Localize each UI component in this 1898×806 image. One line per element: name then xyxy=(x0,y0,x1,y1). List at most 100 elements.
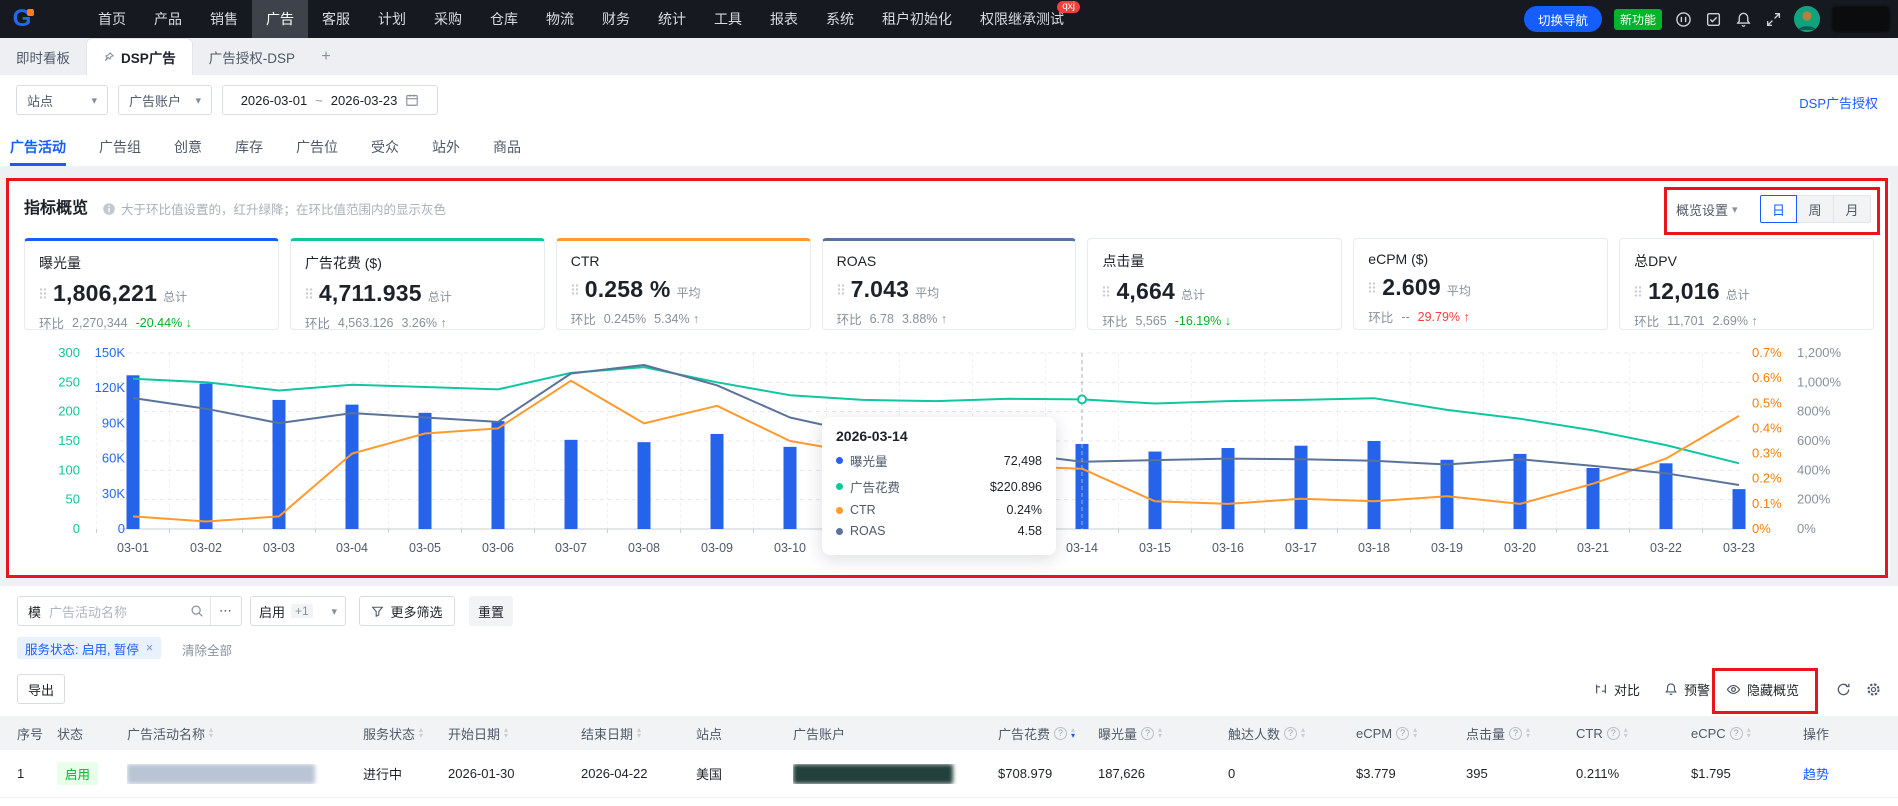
drag-handle-icon[interactable] xyxy=(305,287,313,300)
col-header-广告活动名称[interactable]: 广告活动名称 ▴ ▾ xyxy=(127,724,363,743)
sort-carets-icon[interactable]: ▴ ▾ xyxy=(637,725,642,740)
kpi-card-总DPV[interactable]: 总DPV 12,016 总计 环比 11,701 2.69% ↑ xyxy=(1619,238,1875,330)
search-more-button[interactable]: ⋯ xyxy=(210,597,241,625)
alert-button[interactable]: 预警 xyxy=(1664,674,1710,704)
subtab-受众[interactable]: 受众 xyxy=(371,139,399,155)
drag-handle-icon[interactable] xyxy=(1368,281,1376,294)
col-header-点击量[interactable]: 点击量? ▴ ▾ xyxy=(1466,724,1576,743)
dsp-auth-link[interactable]: DSP广告授权 xyxy=(1799,96,1878,111)
nav-item-首页[interactable]: 首页 xyxy=(84,0,140,38)
search-icon xyxy=(190,604,204,618)
overview-settings-button[interactable]: 概览设置 ▾ xyxy=(1676,195,1738,223)
subtab-站外[interactable]: 站外 xyxy=(432,139,460,155)
sort-carets-icon[interactable]: ▴ ▾ xyxy=(1526,725,1531,740)
add-tab-button[interactable]: + xyxy=(321,48,331,65)
nav-item-报表[interactable]: 报表 xyxy=(756,0,812,38)
period-option-月[interactable]: 月 xyxy=(1834,195,1871,223)
nav-item-仓库[interactable]: 仓库 xyxy=(476,0,532,38)
todo-check-icon[interactable] xyxy=(1704,10,1722,28)
col-header-eCPC[interactable]: eCPC? ▴ ▾ xyxy=(1691,726,1803,741)
sort-carets-icon[interactable]: ▴ ▾ xyxy=(1623,725,1628,740)
drag-handle-icon[interactable] xyxy=(1634,285,1642,298)
switch-nav-button[interactable]: 切换导航 xyxy=(1523,6,1602,32)
reset-button[interactable]: 重置 xyxy=(469,596,513,626)
col-header-CTR[interactable]: CTR? ▴ ▾ xyxy=(1576,726,1691,741)
sort-carets-icon[interactable]: ▴ ▾ xyxy=(504,725,509,740)
drag-handle-icon[interactable] xyxy=(1102,285,1110,298)
col-header-曝光量[interactable]: 曝光量? ▴ ▾ xyxy=(1098,724,1228,743)
nav-item-统计[interactable]: 统计 xyxy=(644,0,700,38)
nav-item-工具[interactable]: 工具 xyxy=(700,0,756,38)
kpi-card-曝光量[interactable]: 曝光量 1,806,221 总计 环比 2,270,344 -20.44% ↓ xyxy=(24,238,279,331)
sort-carets-icon[interactable]: ▴ ▾ xyxy=(1413,725,1418,740)
workspace-tab-广告授权-DSP[interactable]: 广告授权-DSP xyxy=(193,39,311,75)
gear-icon[interactable] xyxy=(1866,674,1881,704)
period-option-日[interactable]: 日 xyxy=(1760,195,1797,223)
kpi-card-ROAS[interactable]: ROAS 7.043 平均 环比 6.78 3.88% ↑ xyxy=(821,238,1077,330)
col-header-结束日期[interactable]: 结束日期 ▴ ▾ xyxy=(581,724,696,743)
sort-carets-icon[interactable]: ▴ ▾ xyxy=(1746,725,1751,740)
nav-item-租户初始化[interactable]: 租户初始化 xyxy=(868,0,966,38)
subtab-库存[interactable]: 库存 xyxy=(235,139,263,155)
col-header-广告花费[interactable]: 广告花费? ▴ ▾ xyxy=(998,724,1098,743)
new-feature-badge[interactable]: 新功能 xyxy=(1613,8,1662,30)
col-header-eCPM[interactable]: eCPM? ▴ ▾ xyxy=(1356,726,1466,741)
sort-carets-icon[interactable]: ▴ ▾ xyxy=(419,725,424,740)
site-select[interactable]: 站点 ▾ xyxy=(16,85,108,115)
kpi-compare-row: 环比 5,565 -16.19% ↓ xyxy=(1102,311,1327,330)
period-option-周[interactable]: 周 xyxy=(1797,195,1834,223)
ad-account-select-label: 广告账户 xyxy=(129,93,182,109)
export-button[interactable]: 导出 xyxy=(17,674,65,704)
more-filters-button[interactable]: 更多筛选 xyxy=(359,596,455,626)
subtab-广告组[interactable]: 广告组 xyxy=(99,139,141,155)
hide-overview-button[interactable]: 隐藏概览 xyxy=(1726,674,1799,704)
subtab-广告活动[interactable]: 广告活动 xyxy=(10,128,66,166)
app-logo[interactable]: G xyxy=(0,5,44,33)
col-header-触达人数[interactable]: 触达人数? ▴ ▾ xyxy=(1228,724,1356,743)
date-range-picker[interactable]: 2026-03-01 ~ 2026-03-23 xyxy=(222,85,438,115)
nav-item-销售[interactable]: 销售 xyxy=(196,0,252,38)
nav-item-权限继承测试[interactable]: 权限继承测试 qxj xyxy=(966,0,1080,38)
kpi-card-广告花费 ($)[interactable]: 广告花费 ($) 4,711.935 总计 环比 4,563.126 3.26% ↑ xyxy=(289,238,545,331)
nav-item-财务[interactable]: 财务 xyxy=(588,0,644,38)
campaign-table-row[interactable]: 1 启用 进行中 2026-01-30 2026-04-22 美国 $708.979 187,… xyxy=(0,750,1898,798)
status-filter-select[interactable]: 启用 +1 ▾ xyxy=(250,596,346,626)
nav-item-客服[interactable]: 客服 xyxy=(308,0,364,38)
user-avatar[interactable] xyxy=(1794,6,1820,32)
col-header-label: 序号 xyxy=(17,726,44,742)
hide-overview-label: 隐藏概览 xyxy=(1747,682,1800,698)
campaign-search-input[interactable]: 模 广告活动名称 ⋯ xyxy=(17,596,242,626)
nav-item-计划[interactable]: 计划 xyxy=(364,0,420,38)
drag-handle-icon[interactable] xyxy=(571,283,579,296)
trend-link[interactable]: 趋势 xyxy=(1803,767,1830,782)
meter-icon[interactable] xyxy=(1674,10,1692,28)
compare-button[interactable]: 对比 xyxy=(1594,674,1640,704)
drag-handle-icon[interactable] xyxy=(39,287,47,300)
nav-item-采购[interactable]: 采购 xyxy=(420,0,476,38)
subtab-创意[interactable]: 创意 xyxy=(174,139,202,155)
kpi-card-CTR[interactable]: CTR 0.258 % 平均 环比 0.245% 5.34% ↑ xyxy=(555,238,811,330)
nav-item-物流[interactable]: 物流 xyxy=(532,0,588,38)
kpi-card-点击量[interactable]: 点击量 4,664 总计 环比 5,565 -16.19% ↓ xyxy=(1087,238,1343,330)
sort-carets-icon[interactable]: ▴ ▾ xyxy=(209,725,214,740)
sort-carets-icon[interactable]: ▴ ▾ xyxy=(1301,725,1306,740)
bell-icon[interactable] xyxy=(1734,10,1752,28)
nav-item-广告[interactable]: 广告 xyxy=(252,0,308,38)
sort-carets-icon[interactable]: ▴ ▾ xyxy=(1158,725,1163,740)
col-header-开始日期[interactable]: 开始日期 ▴ ▾ xyxy=(448,724,581,743)
subtab-商品[interactable]: 商品 xyxy=(493,139,521,155)
expand-icon[interactable] xyxy=(1764,10,1782,28)
drag-handle-icon[interactable] xyxy=(837,283,845,296)
col-header-服务状态[interactable]: 服务状态 ▴ ▾ xyxy=(363,724,448,743)
sort-carets-icon[interactable]: ▴ ▾ xyxy=(1071,725,1076,740)
clear-all-filters[interactable]: 清除全部 xyxy=(182,644,233,658)
nav-item-产品[interactable]: 产品 xyxy=(140,0,196,38)
close-icon[interactable]: × xyxy=(145,641,154,655)
nav-item-系统[interactable]: 系统 xyxy=(812,0,868,38)
workspace-tab-即时看板[interactable]: 即时看板 xyxy=(0,39,86,75)
subtab-广告位[interactable]: 广告位 xyxy=(296,139,338,155)
refresh-icon[interactable] xyxy=(1836,674,1851,704)
kpi-card-eCPM ($)[interactable]: eCPM ($) 2.609 平均 环比 -- 29.79% ↑ xyxy=(1353,238,1609,330)
workspace-tab-DSP广告[interactable]: DSP广告 xyxy=(86,38,193,75)
ad-account-select[interactable]: 广告账户 ▾ xyxy=(118,85,212,115)
